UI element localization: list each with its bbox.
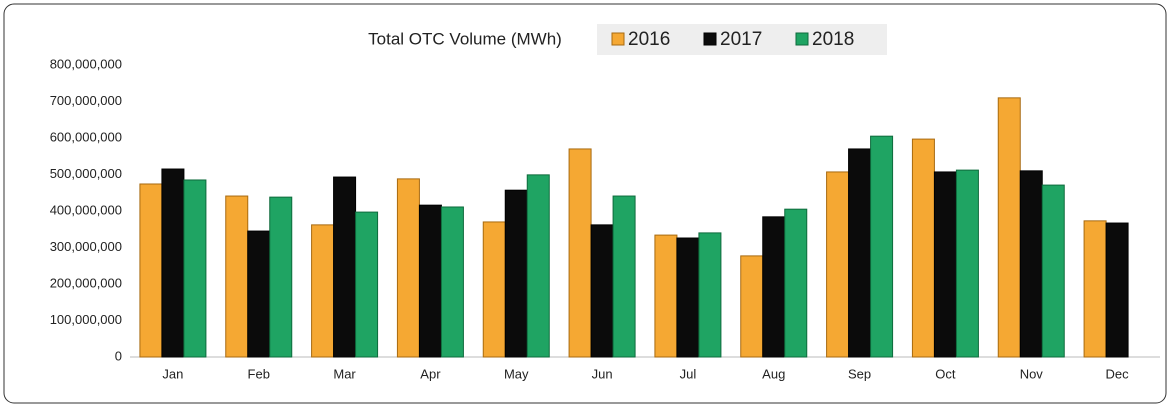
x-tick-label: May [504,366,529,381]
bar [933,171,957,358]
y-tick-label: 700,000,000 [50,93,122,108]
y-tick-label: 800,000,000 [50,56,122,71]
y-tick-label: 400,000,000 [50,202,122,217]
bar [440,206,464,358]
bar [396,178,420,358]
bar [870,135,894,358]
bar [762,216,786,358]
bar [568,148,592,358]
legend-swatch [703,32,717,46]
bar [590,224,614,358]
bar [740,255,764,358]
bar [161,168,185,358]
chart-title: Total OTC Volume (MWh) [368,29,562,48]
bar [269,196,293,358]
bar [247,230,271,358]
x-tick-label: Jun [592,366,613,381]
legend-label: 2018 [812,29,854,50]
bar [333,176,357,358]
x-tick-label: Mar [333,366,356,381]
x-tick-label: Sep [848,366,871,381]
x-tick-label: Aug [762,366,785,381]
bar [698,232,722,358]
x-tick-label: Jan [162,366,183,381]
bar [504,189,528,358]
x-tick-label: Dec [1106,366,1130,381]
y-tick-label: 500,000,000 [50,166,122,181]
y-tick-label: 600,000,000 [50,129,122,144]
x-tick-label: Oct [935,366,956,381]
bar [612,195,636,358]
legend-swatch [795,32,809,46]
bar [1041,184,1065,358]
bar [654,234,678,358]
x-tick-label: Feb [248,366,270,381]
y-tick-label: 0 [115,348,122,363]
x-tick-label: Apr [420,366,441,381]
y-tick-label: 100,000,000 [50,312,122,327]
bar [311,224,335,358]
bar [1083,220,1107,358]
bar [139,183,163,358]
x-tick-label: Jul [680,366,697,381]
bar [418,204,442,358]
bar [482,221,506,358]
bar [911,138,935,358]
legend-box [597,24,887,55]
bar [784,208,808,358]
bar [1105,222,1129,358]
bar [225,195,249,358]
bar [183,179,207,358]
bar [526,174,550,358]
bar [848,148,872,358]
bar [955,169,979,358]
bar [355,211,379,358]
y-tick-label: 200,000,000 [50,275,122,290]
bar [826,171,850,358]
y-tick-label: 300,000,000 [50,239,122,254]
bar [676,237,700,358]
legend-swatch [611,32,625,46]
legend-label: 2017 [720,29,762,50]
x-tick-label: Nov [1020,366,1044,381]
bar [1019,170,1043,358]
bar [997,97,1021,358]
legend-label: 2016 [628,29,670,50]
